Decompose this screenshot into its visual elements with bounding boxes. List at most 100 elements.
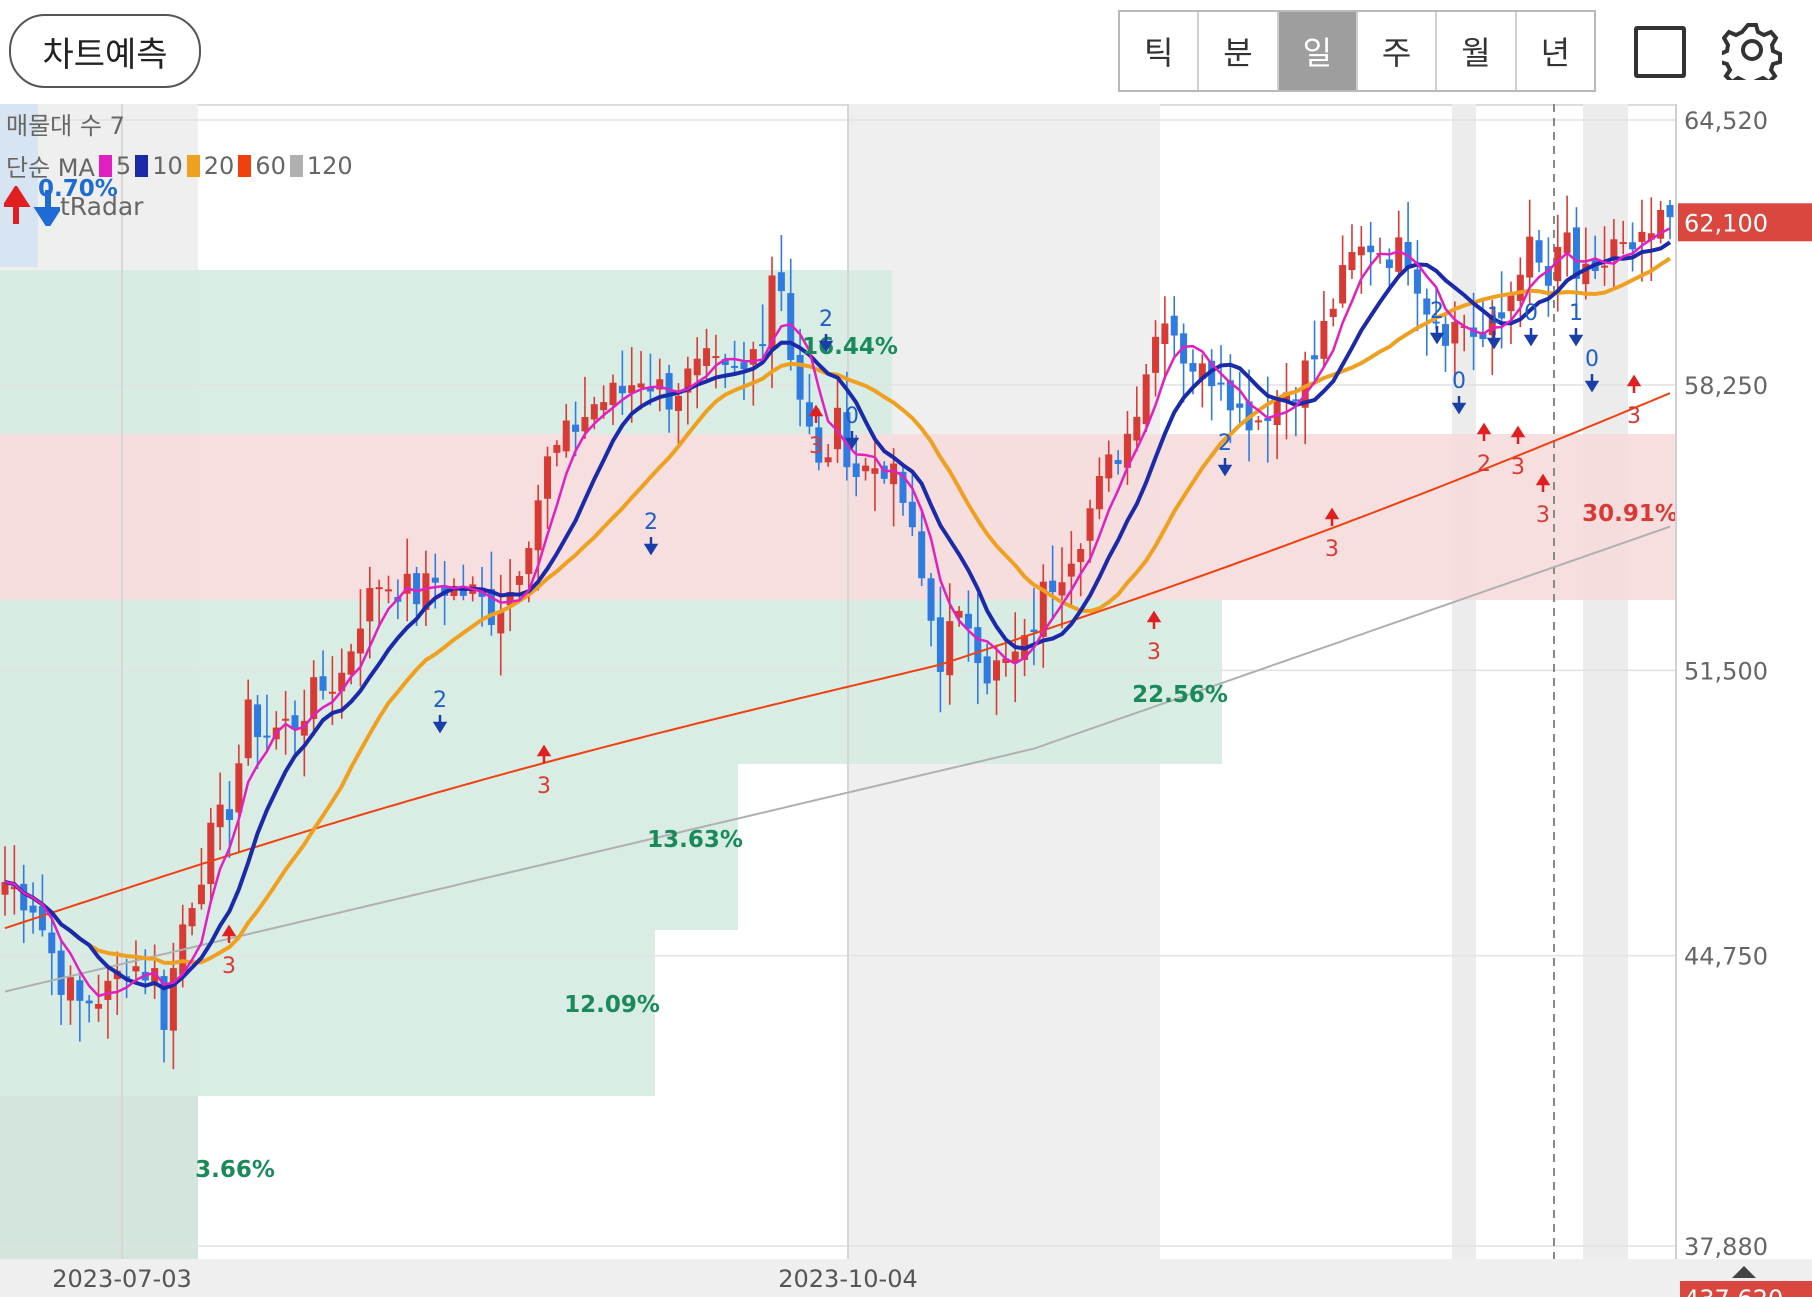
candle-body: [1413, 269, 1421, 294]
candle-body: [197, 884, 205, 905]
candle-body: [674, 395, 682, 411]
current-price-label: 62,100: [1684, 209, 1768, 237]
candle-body: [796, 354, 804, 400]
signal-arrow-up: [1324, 507, 1340, 526]
signal-number: 3: [1325, 537, 1339, 562]
tradar-indicator: 0.70% tRadar: [4, 176, 143, 226]
signal-arrow-down: [1584, 374, 1600, 393]
price-axis-tick: 37,880: [1684, 1233, 1768, 1261]
candle-body: [422, 573, 430, 610]
chart-predict-button[interactable]: 차트예측: [9, 14, 201, 88]
ma-period-label: 5: [115, 151, 132, 180]
price-axis-bg: [1676, 104, 1812, 1259]
candle-body: [871, 468, 879, 474]
candle-body: [525, 548, 533, 575]
candle-body: [1610, 239, 1618, 261]
candle-body: [1105, 454, 1113, 479]
candle-body: [1049, 580, 1057, 593]
period-option[interactable]: 틱: [1120, 12, 1200, 90]
price-axis-tick: 44,750: [1684, 943, 1768, 971]
candle-body: [1198, 363, 1206, 379]
candle-body: [1067, 563, 1075, 577]
candle-body: [759, 344, 767, 347]
candle-body: [1189, 363, 1197, 372]
candle-body: [815, 427, 823, 463]
candle-body: [1030, 629, 1038, 632]
candle-body: [1292, 399, 1300, 402]
candle-body: [544, 456, 552, 499]
price-axis-tick: 51,500: [1684, 657, 1768, 685]
candle-body: [29, 905, 37, 913]
candle-body: [1544, 266, 1552, 286]
candle-body: [1451, 322, 1459, 344]
signal-number: 3: [1536, 503, 1550, 528]
candle-body: [1423, 298, 1431, 315]
period-option[interactable]: 분: [1199, 12, 1279, 90]
candle-body: [431, 577, 439, 583]
candle-body: [1348, 252, 1356, 271]
shaded-band: [1583, 104, 1628, 1259]
candle-body: [216, 804, 224, 828]
candle-body: [95, 1003, 103, 1009]
ma-period-label: 60: [255, 151, 286, 180]
candle-body: [1329, 308, 1337, 318]
candle-body: [254, 704, 262, 738]
signal-number: 2: [1477, 452, 1491, 477]
signal-number: 0: [1452, 369, 1466, 394]
candle-body: [834, 407, 841, 450]
candle-body: [1385, 259, 1393, 268]
candle-body: [1311, 355, 1319, 360]
candle-body: [169, 968, 177, 1031]
signal-arrow-up: [1626, 374, 1642, 393]
square-icon[interactable]: [1634, 26, 1686, 78]
candle-body: [450, 586, 458, 596]
signal-number: 0: [1524, 301, 1538, 326]
candle-body: [1226, 380, 1234, 411]
candle-body: [609, 382, 617, 406]
period-option[interactable]: 년: [1540, 34, 1571, 72]
ma-swatch: [186, 154, 200, 177]
candle-body: [366, 588, 374, 622]
candle-body: [1535, 240, 1543, 263]
candle-body: [1217, 382, 1225, 385]
candle-body: [104, 980, 112, 1000]
shaded-band: [1452, 104, 1476, 1259]
candle-body: [1095, 475, 1103, 510]
volume-profile-zone: [0, 270, 892, 434]
period-option[interactable]: 주: [1358, 12, 1438, 90]
candle-body: [1320, 320, 1328, 359]
candle-body: [356, 628, 364, 654]
candle-body: [1002, 658, 1010, 664]
ma-swatch: [135, 154, 149, 177]
signal-arrow-down: [643, 537, 659, 556]
ma-label: 단순 MA: [6, 154, 95, 182]
candle-body: [1301, 360, 1309, 408]
candle-body: [1254, 420, 1262, 423]
signal-number: 2: [1218, 431, 1232, 456]
signal-number: 3: [1627, 404, 1641, 429]
candle-body: [1170, 315, 1178, 336]
candle-body: [1208, 360, 1216, 387]
candle-body: [1264, 418, 1272, 422]
ma60-line: [4, 392, 1671, 930]
candle-body: [300, 720, 308, 736]
candlestick-chart[interactable]: 16.44% 22.56% 13.63% 12.09% 3.66% 30.91% 2 2 2 2 2…: [0, 104, 1812, 1297]
price-axis-tick: 64,520: [1684, 107, 1768, 135]
candle-body: [590, 404, 598, 420]
signal-arrow-down: [1451, 396, 1467, 415]
candle-body: [375, 587, 383, 590]
candle-body: [263, 735, 271, 738]
signal-arrow-up: [221, 924, 237, 943]
ma-swatch: [238, 154, 252, 177]
signal-arrow-down: [1486, 331, 1502, 350]
candle-body: [385, 589, 393, 592]
candle-body: [637, 383, 645, 388]
gear-icon[interactable]: [1722, 20, 1782, 80]
period-option[interactable]: 일: [1278, 12, 1358, 90]
candle-body: [628, 385, 636, 393]
candle-body: [1601, 265, 1609, 268]
period-option[interactable]: 월: [1437, 12, 1517, 90]
date-axis-tick: 2023-07-03: [52, 1265, 191, 1293]
candle-body: [487, 589, 495, 625]
